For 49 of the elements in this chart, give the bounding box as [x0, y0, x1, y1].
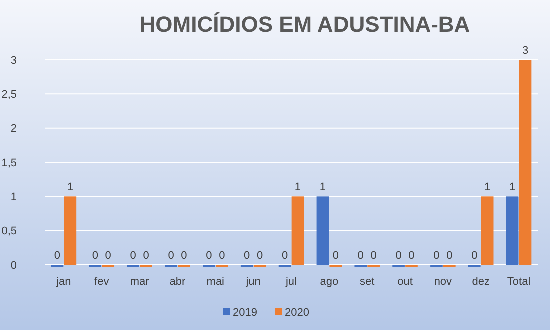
x-tick-label: jul: [284, 276, 298, 288]
data-label: 1: [294, 182, 302, 194]
data-label: 0: [358, 250, 364, 262]
x-tick-label: fev: [94, 276, 110, 288]
y-tick-label: 2: [10, 123, 17, 136]
y-tick-label: 0: [10, 260, 17, 272]
x-tick-label: ago: [320, 276, 339, 288]
data-label: 0: [206, 250, 212, 262]
data-label: 0: [408, 250, 415, 262]
x-tick-label: nov: [434, 276, 453, 288]
data-label: 1: [67, 182, 74, 194]
chart-title: HOMICÍDIOS EM ADUSTINA-BA: [140, 12, 470, 37]
x-tick-label: mar: [130, 276, 150, 288]
data-label: 0: [282, 250, 288, 262]
data-label: 0: [332, 250, 339, 262]
legend-label: 2019: [233, 306, 258, 319]
data-label: 0: [244, 250, 250, 262]
data-label: 0: [54, 250, 61, 262]
data-label: 0: [92, 250, 98, 262]
data-label: 0: [472, 250, 478, 262]
data-label: 0: [168, 250, 174, 262]
data-label: 3: [522, 45, 529, 57]
x-tick-label: jun: [245, 276, 261, 288]
y-tick-label: 2,5: [2, 89, 17, 102]
data-label: 0: [130, 250, 136, 262]
x-tick-label: Total: [507, 276, 531, 288]
data-label: 0: [256, 250, 264, 262]
x-tick-label: abr: [170, 276, 186, 288]
data-label: 1: [320, 182, 326, 194]
x-tick-label: mai: [206, 276, 225, 288]
data-label: 1: [484, 182, 491, 194]
data-label: 0: [105, 250, 112, 262]
y-tick-label: 3: [10, 54, 17, 67]
data-label: 0: [396, 250, 402, 262]
data-label: 0: [446, 250, 453, 262]
x-tick-label: set: [360, 276, 375, 288]
y-tick-label: 1,5: [2, 157, 17, 170]
y-tick-label: 0,5: [2, 226, 17, 238]
data-label: 0: [434, 250, 440, 262]
data-label: 0: [143, 250, 150, 262]
data-label: 0: [219, 250, 226, 262]
x-tick-label: dez: [472, 276, 490, 288]
x-tick-label: jan: [56, 276, 72, 288]
data-label: 0: [370, 250, 377, 262]
x-tick-label: out: [398, 276, 413, 288]
y-tick-label: 1: [10, 192, 17, 204]
data-label: 0: [181, 250, 188, 262]
data-label: 1: [510, 182, 516, 194]
legend-label: 2020: [285, 306, 310, 319]
